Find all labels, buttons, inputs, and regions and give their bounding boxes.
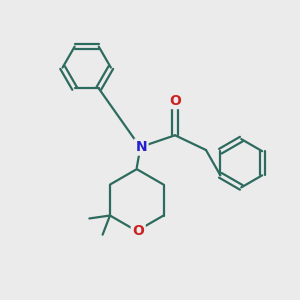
Text: O: O — [132, 224, 144, 238]
Text: N: N — [135, 140, 147, 154]
Text: O: O — [169, 94, 181, 107]
